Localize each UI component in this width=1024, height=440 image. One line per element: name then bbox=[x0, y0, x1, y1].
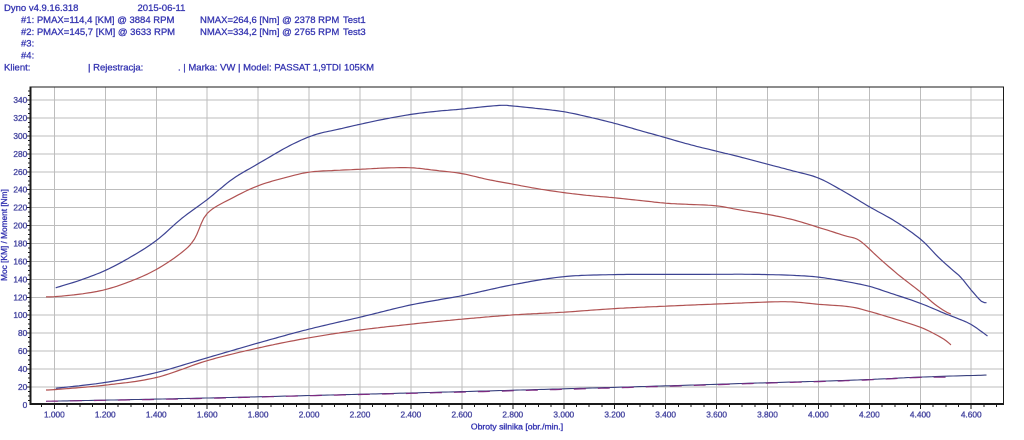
svg-text:180: 180 bbox=[13, 239, 27, 249]
svg-text:160: 160 bbox=[13, 256, 27, 266]
svg-text:0: 0 bbox=[23, 400, 28, 410]
svg-text:1.600: 1.600 bbox=[197, 410, 218, 420]
svg-text:4.000: 4.000 bbox=[808, 410, 829, 420]
svg-text:2015-06-11: 2015-06-11 bbox=[138, 3, 186, 14]
svg-text:Test1: Test1 bbox=[343, 15, 366, 26]
svg-text:3.400: 3.400 bbox=[655, 410, 676, 420]
svg-text:#3:: #3: bbox=[21, 39, 34, 50]
svg-text:4.400: 4.400 bbox=[910, 410, 931, 420]
svg-text:40: 40 bbox=[18, 364, 28, 374]
svg-text:Test3: Test3 bbox=[343, 27, 366, 38]
svg-text:220: 220 bbox=[13, 203, 27, 213]
svg-text:3.600: 3.600 bbox=[706, 410, 727, 420]
svg-text:1.000: 1.000 bbox=[44, 410, 65, 420]
svg-text:200: 200 bbox=[13, 221, 27, 231]
svg-text:80: 80 bbox=[18, 328, 28, 338]
svg-text:280: 280 bbox=[13, 149, 27, 159]
svg-text:NMAX=334,2 [Nm] @ 2765 RPM: NMAX=334,2 [Nm] @ 2765 RPM bbox=[200, 27, 339, 38]
svg-text:#1: PMAX=114,4 [KM] @ 3884 RPM: #1: PMAX=114,4 [KM] @ 3884 RPM bbox=[21, 15, 174, 26]
svg-text:| Rejestracja:: | Rejestracja: bbox=[88, 63, 143, 74]
svg-text:100: 100 bbox=[13, 310, 27, 320]
svg-text:1.800: 1.800 bbox=[248, 410, 269, 420]
svg-text:1.200: 1.200 bbox=[95, 410, 116, 420]
svg-text:#4:: #4: bbox=[21, 51, 34, 62]
svg-text:2.600: 2.600 bbox=[452, 410, 473, 420]
svg-text:#2: PMAX=145,7 [KM] @ 3633 RPM: #2: PMAX=145,7 [KM] @ 3633 RPM bbox=[21, 27, 175, 38]
svg-text:300: 300 bbox=[13, 131, 27, 141]
svg-text:2.000: 2.000 bbox=[299, 410, 320, 420]
svg-text:2.400: 2.400 bbox=[401, 410, 422, 420]
svg-text:20: 20 bbox=[18, 382, 28, 392]
svg-text:3.800: 3.800 bbox=[757, 410, 778, 420]
svg-text:140: 140 bbox=[13, 274, 27, 284]
svg-text:Klient:: Klient: bbox=[4, 63, 30, 74]
svg-text:NMAX=264,6 [Nm] @ 2378 RPM: NMAX=264,6 [Nm] @ 2378 RPM bbox=[200, 15, 339, 26]
svg-text:. | Marka: VW | Model: PASSAT: . | Marka: VW | Model: PASSAT 1,9TDI 105… bbox=[178, 63, 374, 74]
svg-text:120: 120 bbox=[13, 292, 27, 302]
svg-text:60: 60 bbox=[18, 346, 28, 356]
svg-text:3.000: 3.000 bbox=[553, 410, 574, 420]
svg-text:320: 320 bbox=[13, 113, 27, 123]
svg-text:2.200: 2.200 bbox=[350, 410, 371, 420]
svg-text:3.200: 3.200 bbox=[604, 410, 625, 420]
svg-text:260: 260 bbox=[13, 167, 27, 177]
svg-text:240: 240 bbox=[13, 185, 27, 195]
svg-text:4.200: 4.200 bbox=[859, 410, 880, 420]
svg-text:2.800: 2.800 bbox=[502, 410, 523, 420]
svg-text:Obroty silnika [obr./min.]: Obroty silnika [obr./min.] bbox=[471, 422, 563, 432]
svg-text:340: 340 bbox=[13, 95, 27, 105]
svg-text:Moc [KM] / Moment [Nm]: Moc [KM] / Moment [Nm] bbox=[0, 189, 9, 281]
svg-text:Dyno v4.9.16.318: Dyno v4.9.16.318 bbox=[4, 3, 78, 14]
svg-text:4.600: 4.600 bbox=[961, 410, 982, 420]
svg-text:1.400: 1.400 bbox=[146, 410, 167, 420]
